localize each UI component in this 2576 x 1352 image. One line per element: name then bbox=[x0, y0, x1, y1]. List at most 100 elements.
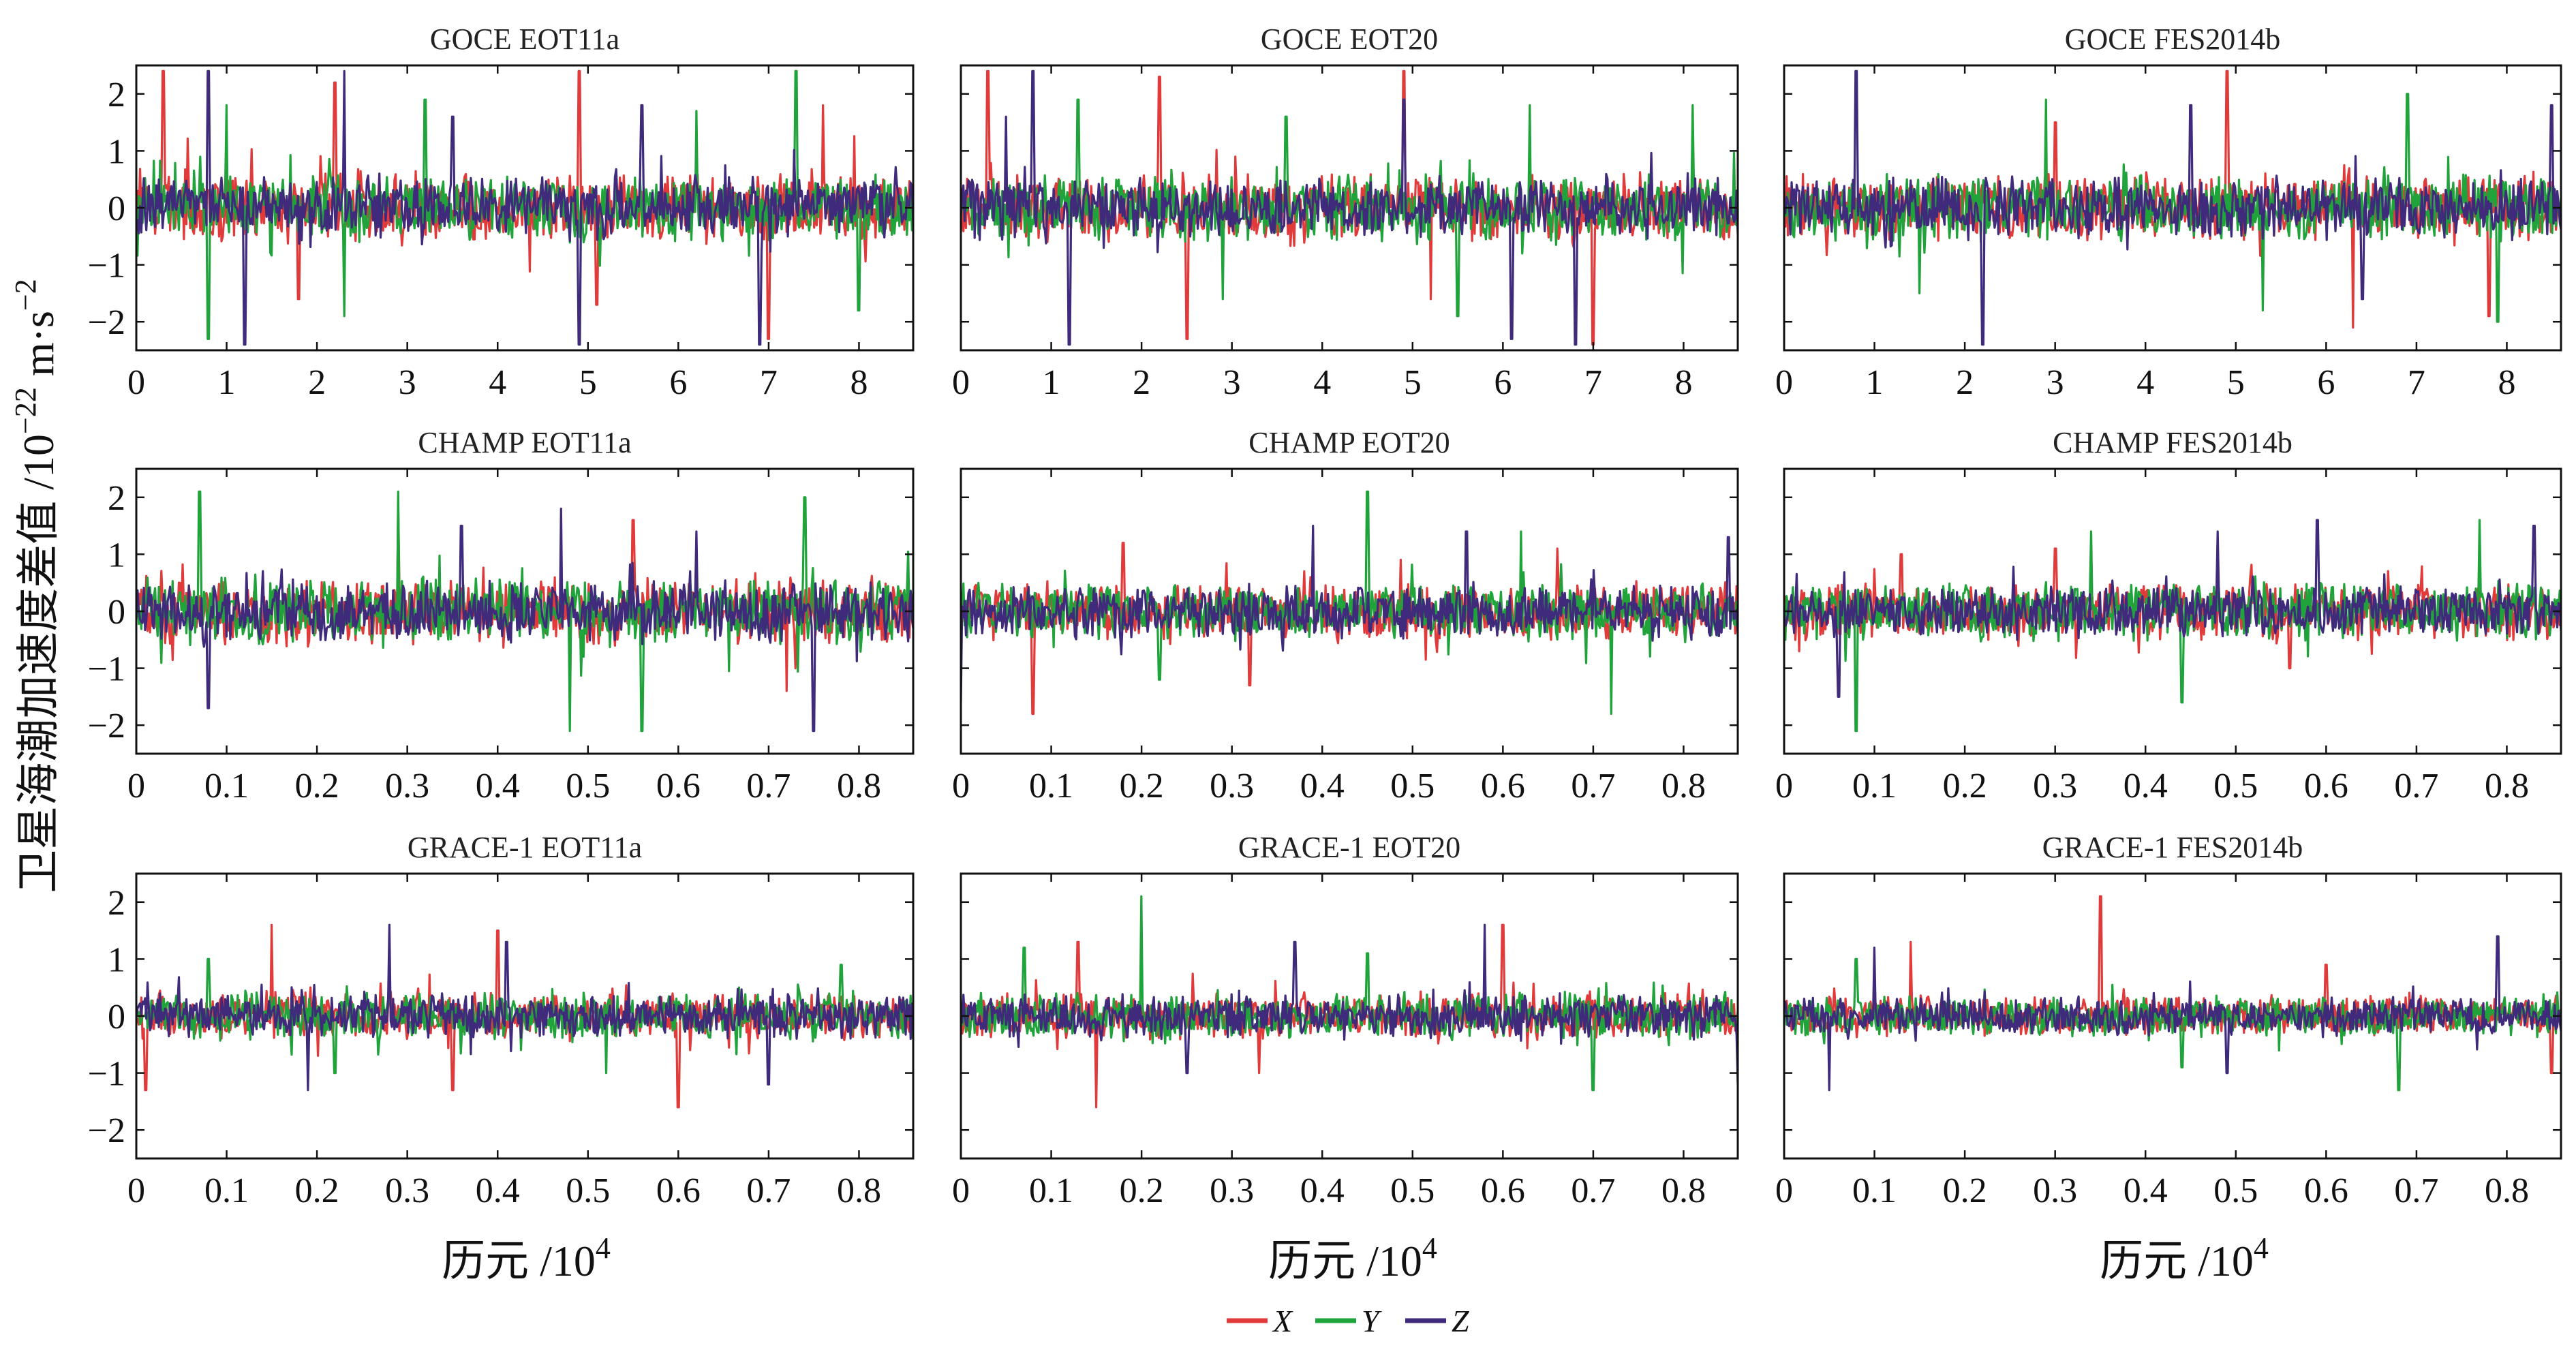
x-tick-label: 0.3 bbox=[385, 767, 429, 805]
x-tick-label: 4 bbox=[2136, 363, 2154, 402]
x-tick-label: 0.2 bbox=[1120, 1171, 1164, 1210]
x-tick-label: 0.8 bbox=[2485, 1171, 2529, 1210]
x-tick-label: 0.3 bbox=[1210, 767, 1254, 805]
x-tick-label: 0.7 bbox=[2394, 767, 2438, 805]
chart-panel: GRACE-1 EOT11a 0 0.1 0.2 0.3 0.4 0.5 0.6 0.7 0.8 −… bbox=[88, 831, 915, 1210]
y-axis-label-exp: −22 bbox=[9, 387, 42, 434]
chart-panel: CHAMP EOT11a 0 0.1 0.2 0.3 0.4 0.5 0.6 0.7 0.8 −2 −… bbox=[88, 426, 915, 805]
x-tick-label: 6 bbox=[1494, 363, 1512, 402]
x-tick-label: 0.3 bbox=[2033, 1171, 2077, 1210]
x-tick-label: 0.8 bbox=[1661, 767, 1706, 805]
x-tick-label: 0.2 bbox=[295, 767, 339, 805]
x-axis-label-col-1: 历元 /104 bbox=[442, 1231, 611, 1285]
series-line-z bbox=[136, 70, 913, 346]
y-tick-label: −2 bbox=[88, 1111, 125, 1150]
series-group bbox=[136, 490, 913, 733]
series-line-y bbox=[1784, 93, 2561, 323]
x-axis-label-exp: 4 bbox=[596, 1231, 611, 1265]
series-line-z bbox=[136, 507, 913, 733]
y-tick-label: −1 bbox=[88, 650, 125, 689]
x-axis-label-col-2: 历元 /104 bbox=[1268, 1231, 1437, 1285]
series-line-z bbox=[961, 525, 1738, 703]
x-tick-label: 0.2 bbox=[1943, 767, 1987, 805]
x-tick-label: 0.5 bbox=[2213, 767, 2258, 805]
x-tick-label: 0.4 bbox=[1300, 1171, 1345, 1210]
series-line-y bbox=[136, 957, 913, 1075]
svg-text:历元 /104: 历元 /104 bbox=[1268, 1231, 1437, 1285]
series-line-z bbox=[1784, 519, 2561, 698]
x-tick-label: 0.7 bbox=[1571, 767, 1615, 805]
x-tick-label: 3 bbox=[2046, 363, 2064, 402]
x-tick-label: 0.8 bbox=[837, 767, 881, 805]
x-tick-label: 0.1 bbox=[204, 1171, 249, 1210]
x-tick-label: 0.8 bbox=[837, 1171, 881, 1210]
x-tick-label: 0.2 bbox=[1943, 1171, 1987, 1210]
series-group bbox=[1784, 895, 2561, 1092]
x-tick-label: 0.2 bbox=[295, 1171, 339, 1210]
x-tick-label: 5 bbox=[1404, 363, 1422, 402]
chart-panel: CHAMP FES2014b 0 0.1 0.2 0.3 0.4 0.5 0.6 0.7 0.8 bbox=[1775, 426, 2562, 805]
y-tick-label: 0 bbox=[108, 593, 125, 632]
chart-panel: GRACE-1 FES2014b 0 0.1 0.2 0.3 0.4 0.5 0.6 0.7 0.… bbox=[1775, 831, 2562, 1210]
x-axis-label-text: 历元 /10 bbox=[442, 1237, 596, 1285]
x-tick-label: 0.4 bbox=[476, 1171, 520, 1210]
x-tick-label: 3 bbox=[1223, 363, 1241, 402]
series-line-z bbox=[961, 70, 1738, 346]
x-tick-label: 0 bbox=[1775, 767, 1793, 805]
y-axis-label: 卫星海潮加速度差值 /10−22 m·s−2 bbox=[9, 279, 63, 893]
x-tick-label: 1 bbox=[1043, 363, 1060, 402]
x-tick-label: 0.4 bbox=[2123, 1171, 2168, 1210]
x-tick-label: 4 bbox=[1313, 363, 1331, 402]
x-tick-label: 2 bbox=[308, 363, 326, 402]
y-axis-label-unit-exp: −2 bbox=[9, 279, 42, 311]
y-tick-label: 0 bbox=[108, 189, 125, 228]
x-tick-label: 0.3 bbox=[2033, 767, 2077, 805]
x-tick-label: 0 bbox=[952, 363, 970, 402]
x-tick-label: 0.8 bbox=[2485, 767, 2529, 805]
legend-label-z: Z bbox=[1452, 1304, 1469, 1338]
x-tick-label: 0.6 bbox=[2304, 767, 2348, 805]
x-tick-label: 2 bbox=[1133, 363, 1150, 402]
y-tick-label: −1 bbox=[88, 247, 125, 286]
series-line-z bbox=[961, 923, 1738, 1085]
x-tick-label: 5 bbox=[2227, 363, 2245, 402]
y-tick-label: 2 bbox=[108, 479, 125, 518]
panel-title: CHAMP FES2014b bbox=[2053, 426, 2293, 459]
svg-text:卫星海潮加速度差值 /10−22 m·s−2: 卫星海潮加速度差值 /10−22 m·s−2 bbox=[9, 279, 63, 893]
y-axis-label-text: 卫星海潮加速度差值 /10 bbox=[14, 434, 63, 893]
series-group bbox=[1784, 519, 2561, 733]
x-tick-label: 0.8 bbox=[1661, 1171, 1706, 1210]
y-tick-label: 2 bbox=[108, 76, 125, 114]
x-tick-label: 0.3 bbox=[385, 1171, 429, 1210]
x-tick-label: 8 bbox=[850, 363, 868, 402]
series-line-z bbox=[1784, 70, 2561, 346]
series-group bbox=[961, 895, 1738, 1109]
x-tick-label: 0.5 bbox=[2213, 1171, 2258, 1210]
x-tick-label: 0.7 bbox=[1571, 1171, 1615, 1210]
x-tick-label: 0.7 bbox=[2394, 1171, 2438, 1210]
x-tick-label: 2 bbox=[1956, 363, 1974, 402]
y-tick-label: −2 bbox=[88, 707, 125, 746]
x-tick-label: 0.5 bbox=[566, 767, 610, 805]
x-tick-label: 0.6 bbox=[656, 767, 701, 805]
x-tick-label: 8 bbox=[1674, 363, 1692, 402]
x-axis-label-exp: 4 bbox=[2254, 1231, 2269, 1265]
x-tick-label: 1 bbox=[218, 363, 236, 402]
panel-title: CHAMP EOT11a bbox=[418, 426, 631, 459]
x-tick-label: 0.4 bbox=[476, 767, 520, 805]
y-tick-label: 1 bbox=[108, 132, 125, 171]
panel-title: GOCE EOT20 bbox=[1261, 22, 1438, 56]
x-tick-label: 0.6 bbox=[656, 1171, 701, 1210]
x-tick-label: 1 bbox=[1866, 363, 1884, 402]
y-tick-label: −2 bbox=[88, 303, 125, 342]
panel-title: GOCE FES2014b bbox=[2065, 22, 2281, 56]
panels-grid: GOCE EOT11a 0 1 2 3 4 5 6 7 8 −2 −1 0 1 2 GOCE EOT20 0 1 2… bbox=[88, 22, 2562, 1210]
x-axis-label-text: 历元 /10 bbox=[2100, 1237, 2254, 1285]
x-tick-label: 0 bbox=[1775, 1171, 1793, 1210]
x-tick-label: 0.1 bbox=[1852, 767, 1897, 805]
x-tick-label: 0.5 bbox=[1390, 1171, 1435, 1210]
series-line-x bbox=[1784, 895, 2561, 1075]
x-tick-label: 5 bbox=[579, 363, 597, 402]
x-tick-label: 7 bbox=[2408, 363, 2425, 402]
